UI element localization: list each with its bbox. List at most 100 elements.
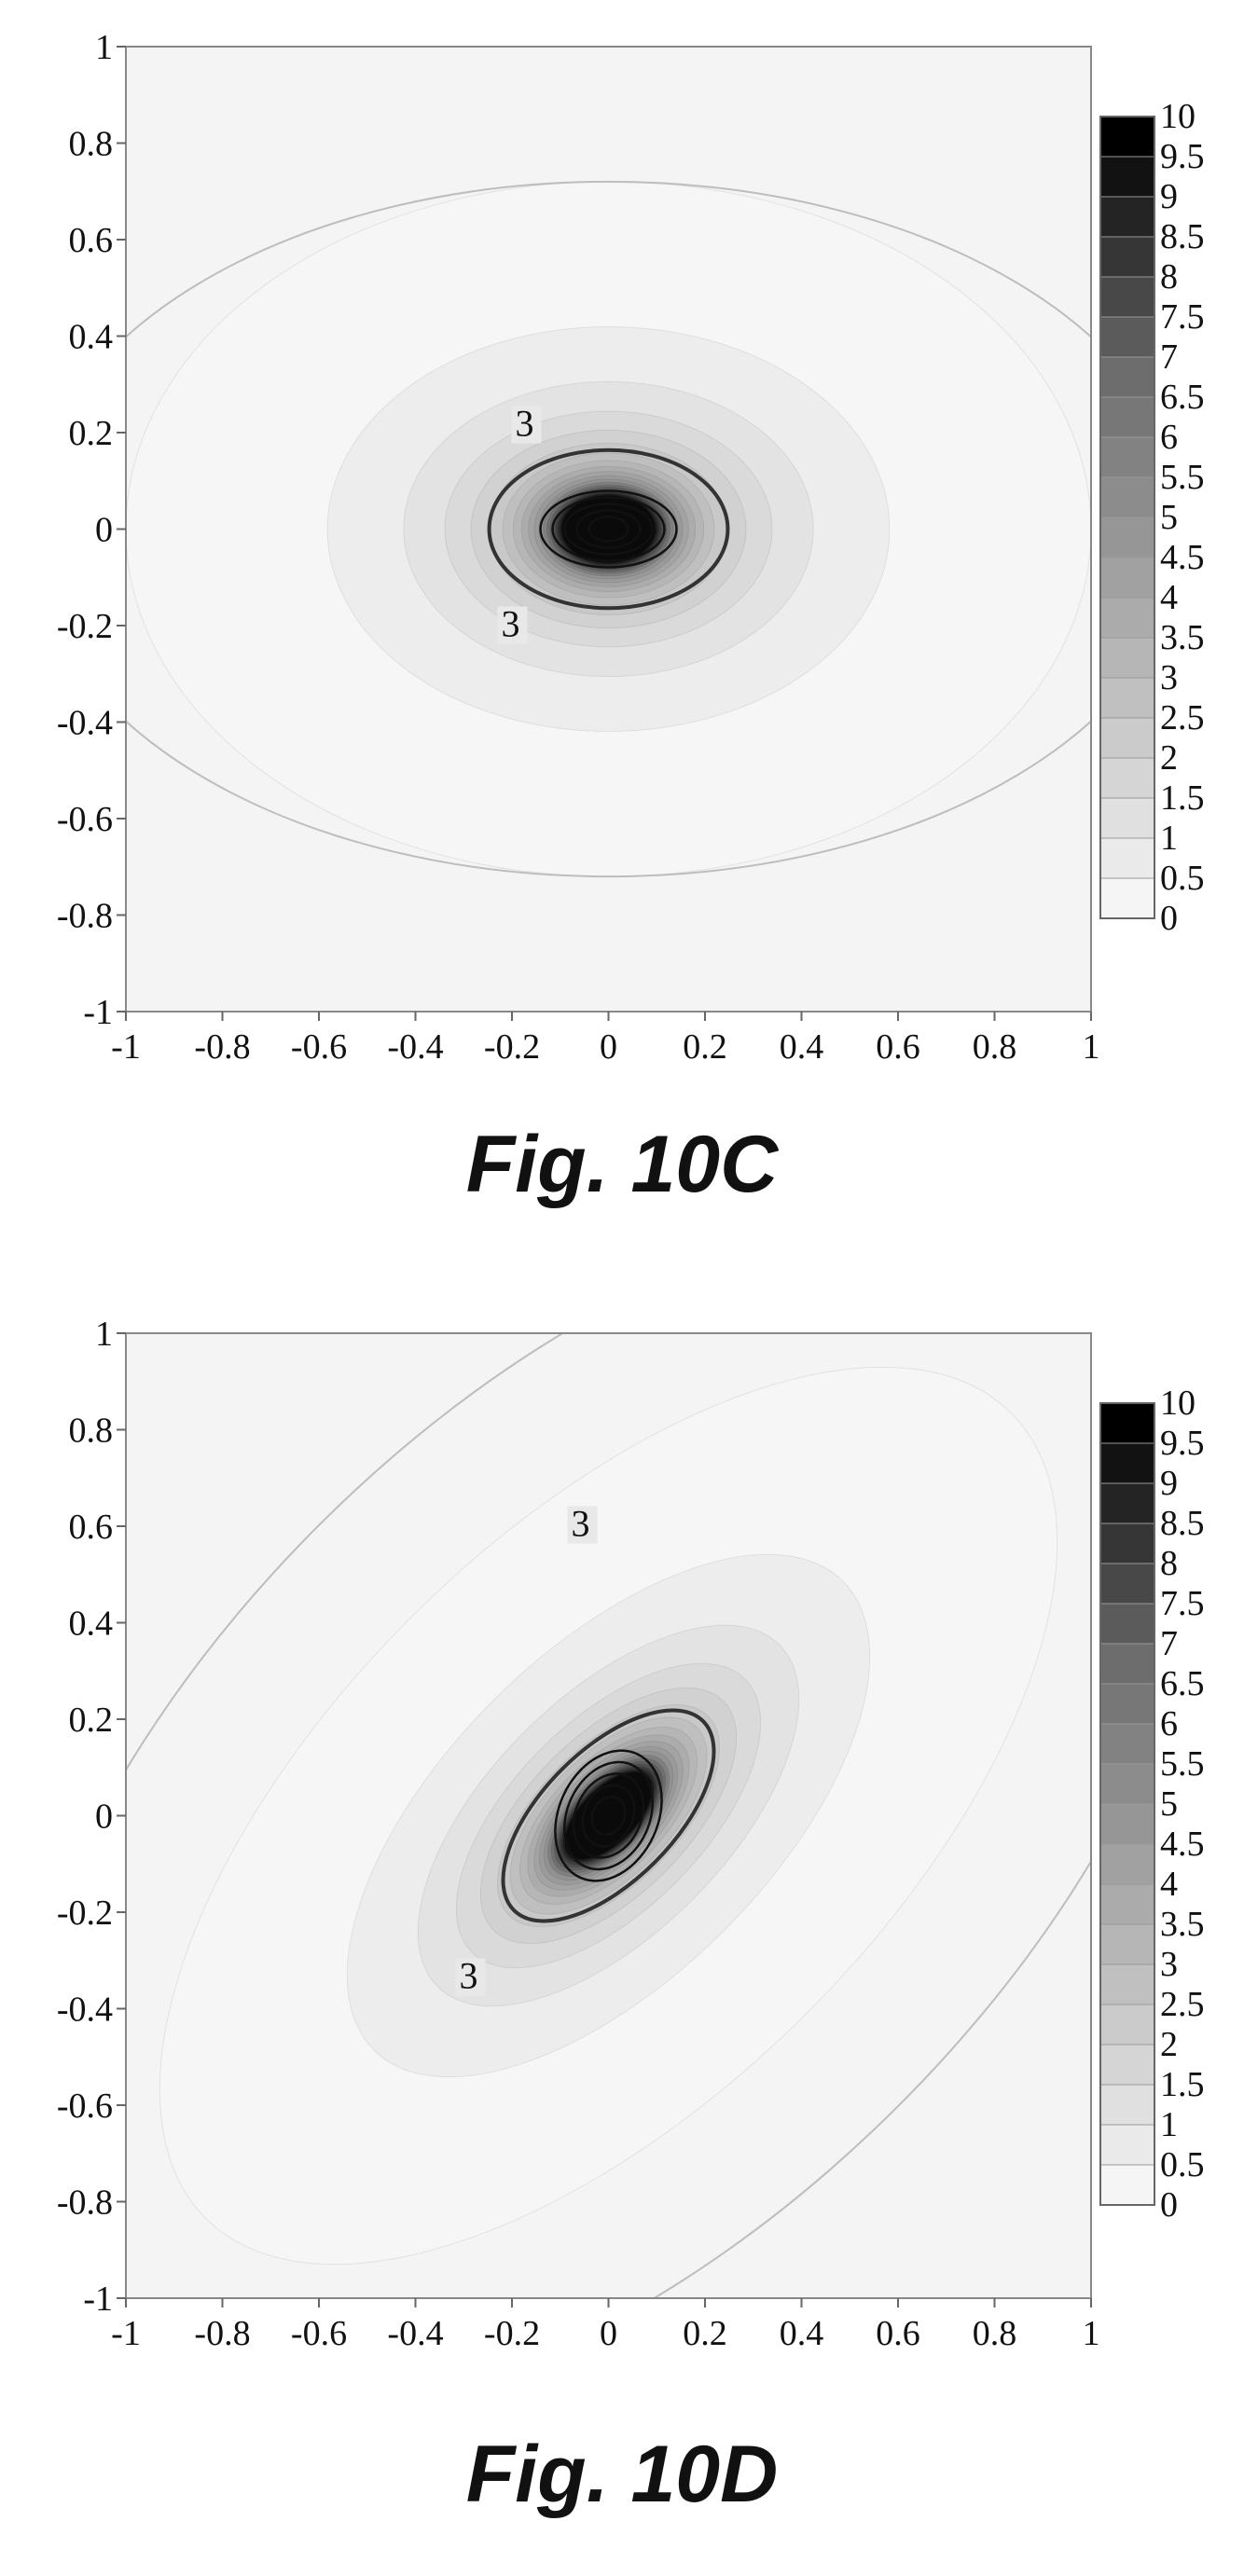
colorbar-swatch	[1099, 2164, 1155, 2206]
center-contour-ring	[590, 1795, 627, 1837]
colorbar-label: 6.5	[1160, 378, 1205, 417]
y-tick-label: 1	[95, 28, 113, 67]
contour-label: 3	[516, 403, 534, 445]
colorbar-swatch	[1099, 476, 1155, 518]
y-tick-label: 0.2	[69, 1701, 114, 1740]
contour-label-background	[511, 406, 542, 444]
colorbar-swatch	[1099, 236, 1155, 278]
colorbar-swatch	[1099, 1883, 1155, 1925]
contour-band	[560, 494, 657, 564]
colorbar-label: 3.5	[1160, 1905, 1205, 1944]
colorbar-swatch	[1099, 677, 1155, 719]
contour-plot-10d: 3 3 -1 -0.8 -0.6 -0.4 -0.2 0 0.2 0.4 0.6 0.8 1 1 0.8 0.…	[57, 1315, 1205, 2353]
y-tick-label: -0.8	[57, 897, 113, 936]
contour-label-background	[567, 1506, 598, 1544]
colorbar-label: 9	[1160, 1464, 1178, 1503]
colorbar-label: 5.5	[1160, 458, 1205, 497]
y-tick-label: 0	[95, 1798, 113, 1837]
colorbar-swatch	[1099, 2044, 1155, 2086]
colorbar-label: 7	[1160, 1624, 1178, 1663]
x-tick-label: -0.8	[194, 2314, 250, 2353]
center-contour-ring	[563, 503, 654, 556]
center-contour-ring	[554, 1749, 663, 1882]
colorbar-label: 5.5	[1160, 1744, 1205, 1784]
colorbar-swatch	[1099, 2124, 1155, 2166]
y-tick-label: 1	[95, 1315, 113, 1354]
center-contour-ring	[587, 516, 629, 543]
contour-field	[126, 181, 1091, 877]
contour-line-3	[501, 1708, 716, 1923]
colorbar-swatch	[1099, 1763, 1155, 1805]
colorbar-label: 4.5	[1160, 538, 1205, 577]
colorbar-swatch	[1099, 1442, 1155, 1484]
colorbar-label: 10	[1160, 1384, 1196, 1423]
colorbar-label: 3	[1160, 658, 1178, 697]
x-tick-label: -0.6	[291, 2314, 347, 2353]
colorbar-swatch	[1099, 597, 1155, 639]
colorbar-label: 6.5	[1160, 1664, 1205, 1703]
outer-contour-line	[126, 1333, 1091, 2298]
colorbar-label: 2	[1160, 2025, 1178, 2064]
x-tick-label: -1	[111, 1027, 141, 1067]
colorbar-swatch	[1099, 717, 1155, 759]
colorbar-swatch	[1099, 436, 1155, 478]
center-contour-ring	[572, 1772, 645, 1859]
colorbar-swatch	[1099, 2084, 1155, 2126]
colorbar-swatch	[1099, 356, 1155, 398]
x-tick-label: 0.2	[683, 1027, 727, 1067]
contour-field	[126, 1333, 1091, 2298]
contour-label-background	[497, 606, 528, 644]
colorbar-label: 5	[1160, 498, 1178, 537]
colorbar-label: 9	[1160, 177, 1178, 216]
center-contour-ring	[575, 509, 642, 549]
x-tick-label: 0.6	[876, 1027, 920, 1067]
y-tick-label: -1	[83, 993, 113, 1032]
y-tick-label: 0.8	[69, 1412, 114, 1451]
colorbar-swatch	[1099, 757, 1155, 799]
colorbar-swatch	[1099, 1683, 1155, 1725]
colorbar-label: 3.5	[1160, 618, 1205, 657]
colorbar-swatch	[1099, 837, 1155, 879]
colorbar-label: 6	[1160, 418, 1178, 457]
colorbar-label: 2	[1160, 738, 1178, 778]
x-tick-label: 0	[600, 2314, 617, 2353]
y-tick-label: 0.4	[69, 1605, 114, 1644]
colorbar-swatch	[1099, 557, 1155, 599]
colorbar-frame	[1099, 1402, 1155, 2206]
colorbar-label: 9.5	[1160, 1424, 1205, 1463]
colorbar-label: 0.5	[1160, 2145, 1205, 2184]
figure-caption-10d: Fig. 10D	[465, 2430, 779, 2519]
colorbar-swatch	[1099, 156, 1155, 198]
x-tick-label: -0.6	[291, 1027, 347, 1067]
colorbar-label: 7.5	[1160, 297, 1205, 337]
colorbar-swatch	[1099, 1402, 1155, 1444]
x-tick-label: 0	[600, 1027, 617, 1067]
colorbar-swatch	[1099, 1563, 1155, 1605]
x-tick-label: 0.4	[780, 1027, 824, 1067]
x-tick-label: 0.6	[876, 2314, 920, 2353]
colorbar-swatch	[1099, 1843, 1155, 1885]
colorbar-swatch	[1099, 1963, 1155, 2005]
x-tick-label: 0.4	[780, 2314, 824, 2353]
colorbar-label: 9.5	[1160, 137, 1205, 176]
y-tick-label: -0.6	[57, 2087, 113, 2126]
colorbar-swatch	[1099, 1603, 1155, 1645]
colorbar-label: 5	[1160, 1784, 1178, 1824]
contour-label: 3	[460, 1955, 478, 1997]
y-tick-label: -0.2	[57, 607, 113, 646]
y-tick-label: -0.6	[57, 800, 113, 839]
colorbar-swatch	[1099, 116, 1155, 158]
contour-label: 3	[572, 1503, 590, 1545]
y-tick-label: 0.2	[69, 414, 114, 453]
colorbar-label: 0.5	[1160, 859, 1205, 898]
colorbar-label: 2.5	[1160, 1985, 1205, 2024]
y-tick-label: -0.4	[57, 704, 113, 743]
y-tick-label: 0.6	[69, 221, 114, 260]
colorbar-label: 7.5	[1160, 1584, 1205, 1623]
colorbar-swatch	[1099, 1522, 1155, 1564]
center-contour-ring	[562, 1760, 655, 1871]
colorbar-swatch	[1099, 1643, 1155, 1685]
x-tick-label: 0.2	[683, 2314, 727, 2353]
colorbar-swatch	[1099, 877, 1155, 919]
colorbar-label: 7	[1160, 337, 1178, 377]
